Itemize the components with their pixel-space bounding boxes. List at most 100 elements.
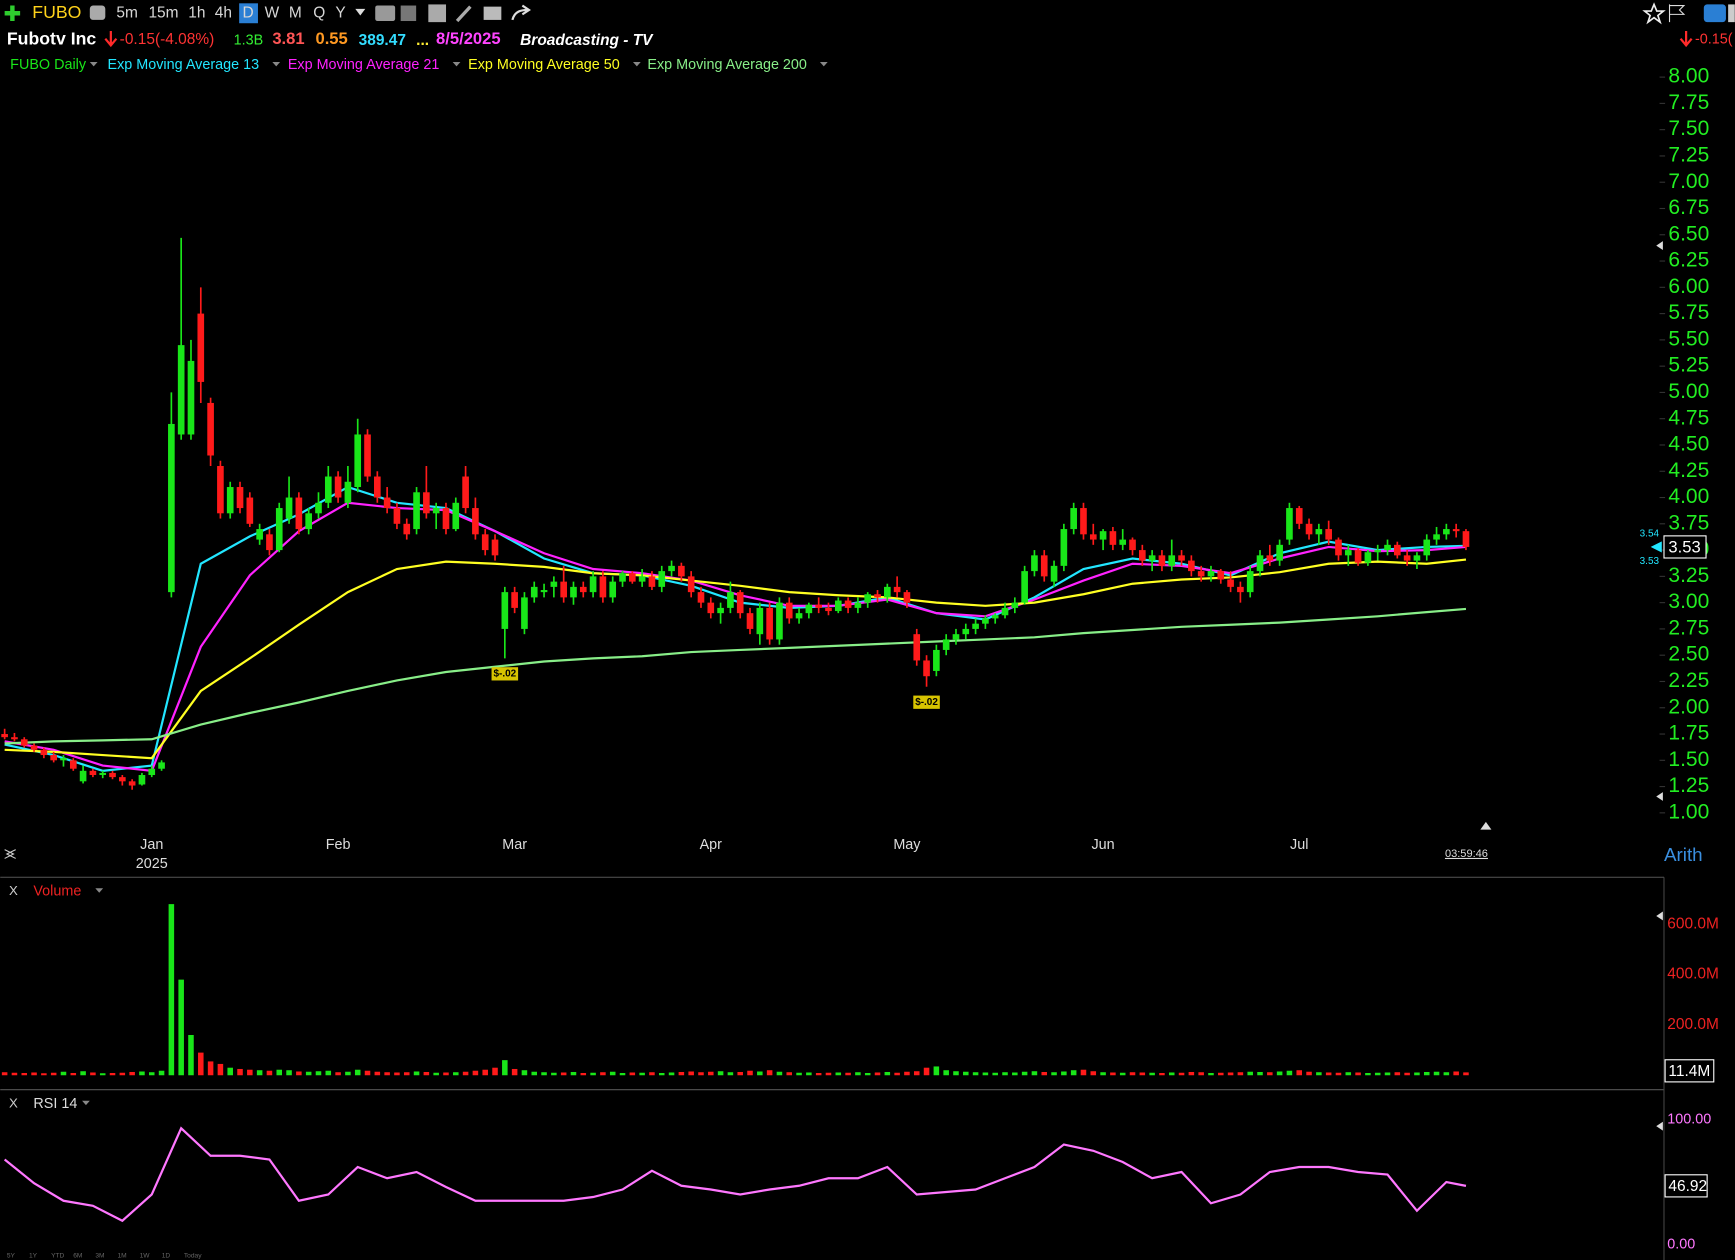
candle-body — [540, 590, 548, 593]
candle-body — [383, 497, 391, 509]
range-button[interactable]: YTD — [51, 1252, 64, 1259]
volume-bar — [521, 1070, 528, 1076]
candle-body — [256, 529, 263, 540]
range-button[interactable]: 1W — [140, 1252, 151, 1259]
volume-bar — [1267, 1072, 1273, 1076]
volume-bar — [80, 1071, 86, 1076]
interval-button[interactable]: 5m — [116, 4, 138, 21]
range-button[interactable]: 1M — [117, 1252, 126, 1259]
x-tick-label: Apr — [700, 837, 723, 853]
legend-entry[interactable]: Exp Moving Average 21 — [288, 57, 440, 73]
volume-bar — [188, 1034, 194, 1076]
company-name: Fubotv Inc — [7, 28, 97, 48]
volume-bar — [825, 1072, 832, 1076]
volume-bar — [1188, 1071, 1195, 1076]
range-button[interactable]: 3M — [95, 1252, 104, 1259]
interval-button[interactable]: D — [242, 4, 253, 21]
y-tick-label: 4.50 — [1668, 433, 1709, 456]
header-more[interactable]: ... — [416, 32, 429, 49]
interval-button[interactable]: Q — [313, 4, 325, 21]
candle-body — [266, 534, 273, 551]
panel-close[interactable]: X — [9, 883, 18, 898]
legend-entry[interactable]: Exp Moving Average 50 — [468, 57, 620, 73]
volume-bar — [1129, 1072, 1136, 1076]
volume-bar — [1110, 1072, 1116, 1076]
tool-icon[interactable] — [400, 5, 417, 22]
star-icon[interactable] — [1642, 2, 1666, 25]
legend-entry[interactable]: Exp Moving Average 200 — [647, 57, 807, 73]
candle-body — [785, 602, 793, 619]
candle-body — [1070, 508, 1077, 530]
candle-body — [893, 586, 901, 593]
volume-bar — [1433, 1071, 1440, 1076]
scale-mode[interactable]: Arith — [1664, 844, 1703, 865]
legend-entry[interactable]: Exp Moving Average 13 — [108, 57, 260, 73]
volume-bar — [1227, 1072, 1234, 1076]
candle-body — [89, 770, 97, 776]
candle-body — [1109, 531, 1117, 545]
candle-body — [648, 576, 656, 587]
volume-bar — [1296, 1070, 1303, 1076]
range-button[interactable]: 1D — [162, 1252, 171, 1259]
interval-button[interactable]: 1h — [188, 4, 205, 21]
volume-bar — [256, 1070, 263, 1076]
tool-icon[interactable] — [89, 5, 106, 20]
volume-bar — [1198, 1072, 1204, 1076]
interval-button[interactable]: 15m — [148, 4, 178, 21]
volume-bar — [1325, 1072, 1332, 1076]
volume-bar — [168, 904, 175, 1076]
symbol[interactable]: FUBO — [32, 2, 81, 22]
badge[interactable] — [1703, 4, 1726, 23]
candle-body — [138, 775, 146, 785]
volume-bar — [963, 1071, 969, 1076]
flag-icon[interactable] — [1668, 4, 1686, 23]
legend-entry[interactable]: FUBO Daily — [10, 57, 87, 73]
volume-bar — [992, 1072, 998, 1076]
volume-bar — [1002, 1072, 1008, 1076]
volume-bar — [335, 1072, 341, 1076]
tool-icon[interactable] — [428, 4, 447, 23]
panel-name: RSI 14 — [33, 1096, 77, 1112]
tool-icon[interactable] — [375, 5, 396, 22]
last-price: 3.53 — [1668, 537, 1700, 556]
last-rsi: 46.92 — [1668, 1178, 1707, 1195]
dropdown — [632, 61, 641, 67]
header-value: 3.81 — [272, 29, 304, 48]
range-button[interactable]: 6M — [73, 1252, 82, 1259]
y-tick-label: 200.0M — [1667, 1016, 1719, 1033]
draw-icon[interactable] — [455, 5, 472, 23]
range-button[interactable]: 1Y — [29, 1252, 38, 1259]
volume-bar — [266, 1070, 273, 1076]
panel-close[interactable]: X — [9, 1096, 18, 1111]
candle-body — [913, 634, 921, 661]
candle-body — [491, 539, 499, 556]
y-tick-label: 6.00 — [1668, 275, 1709, 298]
candle-body — [1256, 555, 1264, 572]
volume-bar — [305, 1071, 312, 1076]
range-button[interactable]: Today — [184, 1252, 202, 1259]
add-icon[interactable] — [4, 5, 21, 22]
volume-bar — [99, 1073, 106, 1076]
candle-body — [334, 476, 342, 498]
badge[interactable] — [1728, 4, 1735, 23]
volume-bar — [443, 1072, 449, 1076]
candle-body — [550, 581, 558, 587]
candle-body — [295, 497, 303, 530]
volume-bar — [658, 1072, 665, 1076]
interval-button[interactable]: W — [265, 4, 280, 21]
share-icon[interactable] — [511, 4, 531, 21]
volume-bar — [453, 1072, 459, 1076]
candle-body — [687, 576, 695, 593]
volume-bar — [982, 1072, 989, 1076]
y-tick-label: 400.0M — [1667, 966, 1719, 983]
interval-button[interactable]: M — [289, 4, 302, 21]
interval-button[interactable]: Y — [335, 4, 345, 21]
range-button[interactable]: 5Y — [7, 1252, 16, 1259]
interval-button[interactable]: 4h — [215, 4, 232, 21]
volume-bar — [21, 1072, 28, 1076]
tool-icon[interactable] — [483, 6, 502, 20]
scroll-icon[interactable] — [4, 849, 16, 859]
dropdown[interactable] — [355, 8, 366, 16]
scroll-marker[interactable] — [1480, 821, 1492, 830]
candle-body — [805, 604, 813, 614]
